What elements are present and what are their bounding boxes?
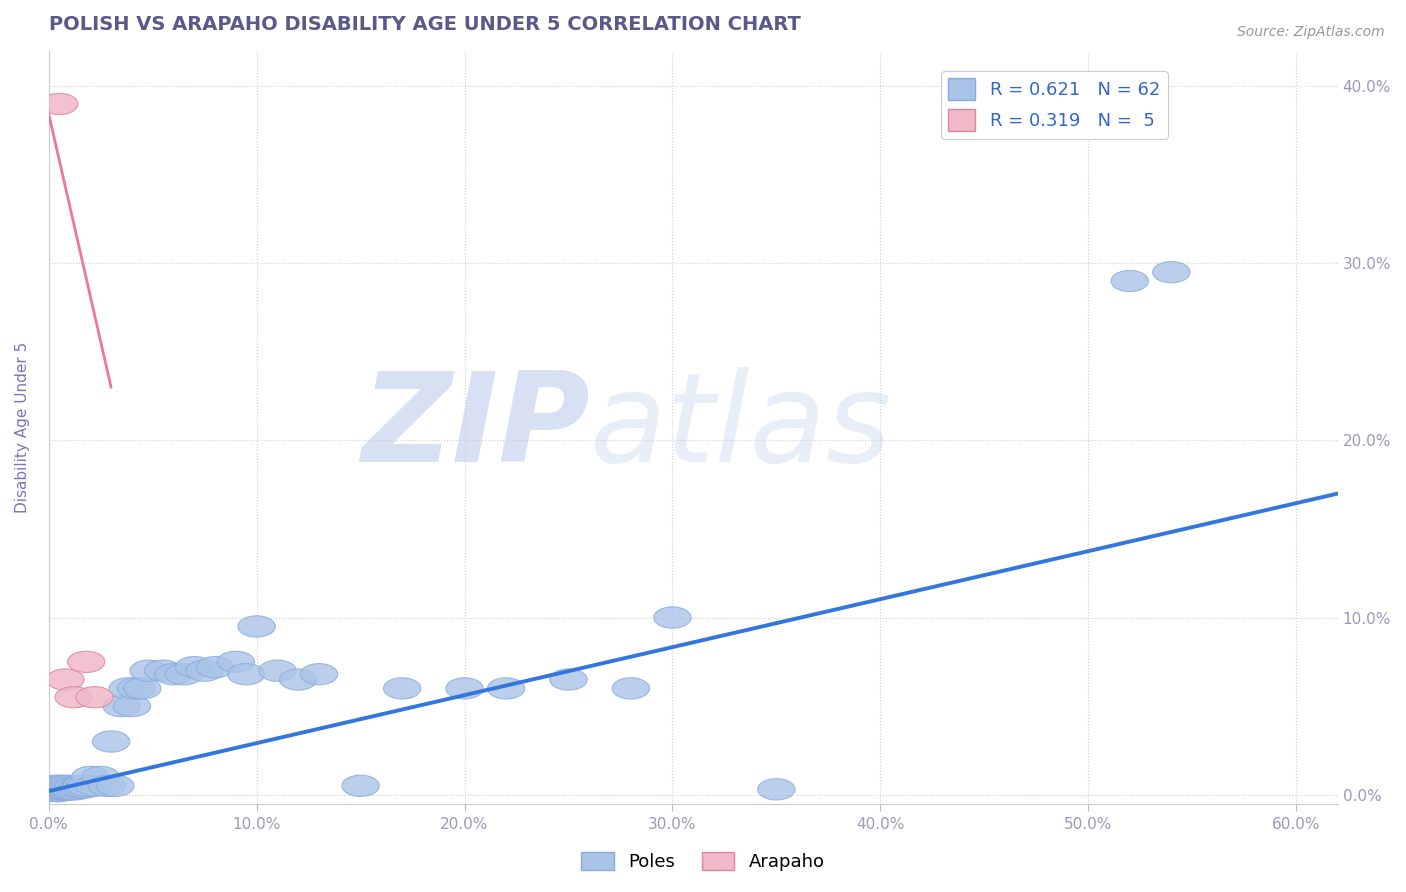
Ellipse shape	[76, 687, 114, 708]
Ellipse shape	[197, 657, 233, 678]
Ellipse shape	[82, 766, 120, 788]
Ellipse shape	[155, 664, 193, 685]
Ellipse shape	[76, 775, 114, 797]
Ellipse shape	[41, 780, 77, 802]
Text: POLISH VS ARAPAHO DISABILITY AGE UNDER 5 CORRELATION CHART: POLISH VS ARAPAHO DISABILITY AGE UNDER 5…	[49, 15, 800, 34]
Ellipse shape	[129, 660, 167, 681]
Ellipse shape	[550, 669, 588, 690]
Ellipse shape	[62, 777, 98, 798]
Ellipse shape	[1153, 261, 1189, 283]
Ellipse shape	[37, 775, 73, 797]
Ellipse shape	[42, 779, 80, 800]
Ellipse shape	[42, 777, 80, 798]
Ellipse shape	[55, 777, 93, 798]
Ellipse shape	[41, 775, 77, 797]
Ellipse shape	[46, 669, 84, 690]
Ellipse shape	[124, 678, 162, 699]
Ellipse shape	[55, 687, 93, 708]
Ellipse shape	[32, 780, 69, 802]
Ellipse shape	[758, 779, 794, 800]
Ellipse shape	[41, 779, 77, 800]
Ellipse shape	[63, 775, 101, 797]
Ellipse shape	[238, 615, 276, 637]
Ellipse shape	[301, 664, 337, 685]
Ellipse shape	[58, 779, 94, 800]
Legend: Poles, Arapaho: Poles, Arapaho	[574, 845, 832, 879]
Ellipse shape	[280, 669, 316, 690]
Ellipse shape	[612, 678, 650, 699]
Ellipse shape	[165, 664, 202, 685]
Ellipse shape	[654, 607, 692, 628]
Ellipse shape	[66, 777, 103, 798]
Ellipse shape	[49, 779, 86, 800]
Ellipse shape	[72, 766, 110, 788]
Ellipse shape	[342, 775, 380, 797]
Ellipse shape	[176, 657, 212, 678]
Ellipse shape	[97, 775, 134, 797]
Ellipse shape	[38, 777, 76, 798]
Ellipse shape	[114, 696, 150, 717]
Ellipse shape	[110, 678, 146, 699]
Y-axis label: Disability Age Under 5: Disability Age Under 5	[15, 342, 30, 513]
Ellipse shape	[38, 780, 76, 802]
Ellipse shape	[49, 775, 86, 797]
Ellipse shape	[1111, 270, 1149, 292]
Ellipse shape	[34, 777, 72, 798]
Ellipse shape	[89, 775, 125, 797]
Text: Source: ZipAtlas.com: Source: ZipAtlas.com	[1237, 25, 1385, 39]
Ellipse shape	[103, 696, 141, 717]
Ellipse shape	[228, 664, 264, 685]
Ellipse shape	[93, 731, 129, 752]
Ellipse shape	[488, 678, 524, 699]
Ellipse shape	[34, 779, 72, 800]
Legend: R = 0.621   N = 62, R = 0.319   N =  5: R = 0.621 N = 62, R = 0.319 N = 5	[941, 71, 1167, 138]
Ellipse shape	[186, 660, 224, 681]
Ellipse shape	[51, 779, 89, 800]
Ellipse shape	[67, 775, 105, 797]
Ellipse shape	[45, 779, 82, 800]
Ellipse shape	[41, 94, 77, 114]
Ellipse shape	[384, 678, 420, 699]
Text: atlas: atlas	[591, 367, 893, 488]
Ellipse shape	[46, 777, 84, 798]
Ellipse shape	[46, 779, 84, 800]
Ellipse shape	[51, 777, 89, 798]
Ellipse shape	[117, 678, 155, 699]
Ellipse shape	[45, 775, 82, 797]
Ellipse shape	[217, 651, 254, 673]
Ellipse shape	[67, 651, 105, 673]
Ellipse shape	[53, 779, 90, 800]
Ellipse shape	[59, 777, 97, 798]
Ellipse shape	[259, 660, 297, 681]
Ellipse shape	[37, 779, 73, 800]
Ellipse shape	[446, 678, 484, 699]
Text: ZIP: ZIP	[361, 367, 591, 488]
Ellipse shape	[145, 660, 181, 681]
